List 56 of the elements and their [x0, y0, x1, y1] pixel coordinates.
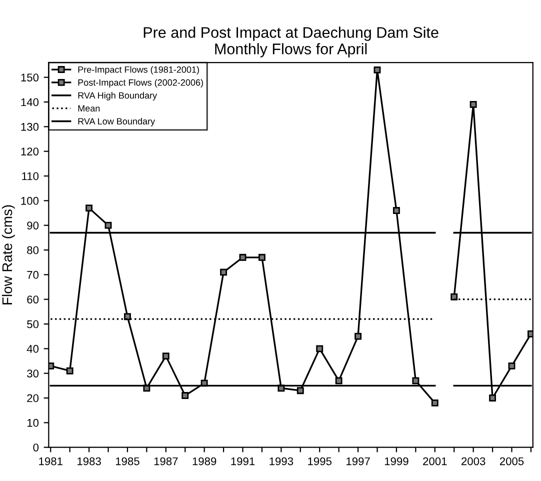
y-tick-label: 20	[27, 394, 39, 402]
point	[354, 332, 362, 340]
point	[470, 100, 477, 108]
x-tick-label: 1997	[346, 457, 370, 466]
x-tick-label: 1985	[116, 457, 140, 466]
x-tick-label: 1993	[270, 457, 294, 466]
x-tick-label: 1991	[231, 457, 255, 466]
y-tick-label: 10	[27, 418, 39, 427]
y-tick-label: 60	[27, 296, 39, 304]
y-tick-label: 150	[21, 74, 39, 82]
x-tick-label: 2003	[462, 457, 486, 466]
legend-label: Pre-Impact Flows (1981-2001)	[78, 66, 199, 75]
point	[508, 362, 516, 370]
point	[450, 293, 458, 300]
point	[412, 377, 420, 384]
point	[239, 254, 246, 261]
point	[182, 392, 189, 400]
x-tick-label: 1995	[308, 457, 332, 466]
point	[104, 222, 112, 229]
point	[489, 394, 496, 402]
x-tick-label: 1999	[384, 457, 408, 466]
point	[86, 204, 93, 212]
point	[258, 254, 266, 261]
y-tick-label: 100	[21, 196, 39, 205]
point	[392, 207, 400, 214]
point	[162, 352, 170, 360]
chart-title: Pre and Post Impact at Daechung Dam Site Monthly Flows for April	[144, 26, 438, 58]
y-tick-label: 140	[21, 98, 39, 106]
x-tick-label: 2001	[423, 457, 447, 466]
y-axis-title: Flow Rate (cms)	[2, 205, 15, 304]
y-tick-label: 70	[27, 270, 39, 279]
legend-label: RVA High Boundary	[78, 92, 158, 100]
y-tick-label: 80	[27, 246, 39, 254]
x-tick-label: 1989	[192, 457, 216, 466]
point	[316, 345, 324, 352]
y-tick-label: 30	[27, 370, 39, 378]
x-tick-label: 1983	[78, 457, 101, 466]
y-tick-label: 50	[27, 320, 39, 328]
y-tick-label: 40	[26, 344, 39, 353]
legend-label: Mean	[78, 105, 100, 112]
legend-label: RVA Low Boundary	[78, 118, 156, 126]
x-tick-label: 1981	[39, 457, 62, 466]
point	[374, 66, 381, 74]
x-tick-label: 2005	[500, 457, 524, 466]
point	[335, 377, 342, 384]
x-tick-label: 1987	[154, 457, 178, 466]
y-tick-label: 90	[27, 222, 39, 230]
point	[220, 268, 228, 276]
y-tick-label: 130	[21, 122, 39, 131]
point	[296, 387, 304, 394]
point	[66, 367, 74, 374]
y-tick-label: 110	[22, 172, 39, 180]
point	[431, 399, 438, 406]
legend-label: Post-Impact Flows (2002-2006)	[78, 79, 203, 88]
y-tick-label: 0	[33, 444, 39, 452]
y-tick-label: 120	[21, 148, 39, 156]
